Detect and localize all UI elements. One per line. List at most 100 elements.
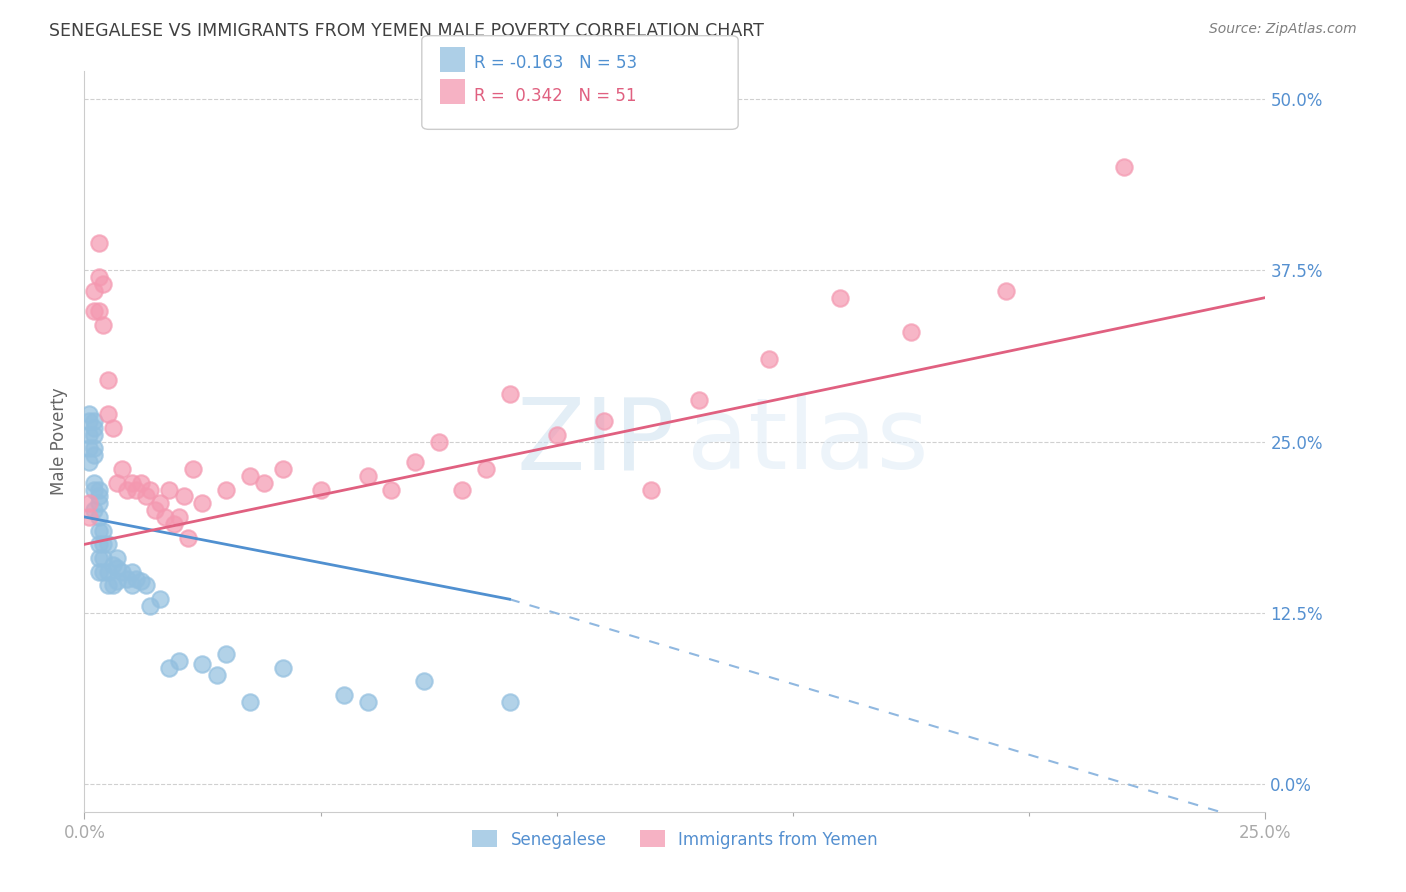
- Point: [77, 510, 100, 524]
- Point: [83, 304, 105, 318]
- Point: [215, 647, 238, 661]
- Point: [111, 565, 134, 579]
- Point: [83, 448, 105, 462]
- Point: [239, 695, 262, 709]
- Y-axis label: Male Poverty: Male Poverty: [51, 388, 69, 495]
- Point: [451, 483, 474, 497]
- Point: [149, 496, 172, 510]
- Point: [87, 565, 110, 579]
- Point: [97, 373, 120, 387]
- Point: [87, 551, 110, 566]
- Point: [427, 434, 450, 449]
- Point: [87, 489, 110, 503]
- Point: [91, 565, 114, 579]
- Point: [498, 386, 520, 401]
- Point: [191, 657, 214, 671]
- Point: [1112, 161, 1135, 175]
- Point: [91, 277, 114, 291]
- Point: [83, 284, 105, 298]
- Point: [87, 304, 110, 318]
- Point: [125, 483, 148, 497]
- Point: [125, 572, 148, 586]
- Point: [83, 503, 105, 517]
- Point: [357, 468, 380, 483]
- Point: [177, 531, 200, 545]
- Point: [167, 510, 190, 524]
- Point: [153, 510, 176, 524]
- Point: [121, 475, 143, 490]
- Point: [143, 503, 166, 517]
- Point: [157, 661, 180, 675]
- Point: [101, 578, 124, 592]
- Point: [87, 235, 110, 250]
- Point: [87, 537, 110, 551]
- Point: [87, 483, 110, 497]
- Text: R =  0.342   N = 51: R = 0.342 N = 51: [474, 87, 637, 104]
- Point: [135, 578, 157, 592]
- Point: [688, 393, 710, 408]
- Point: [900, 325, 922, 339]
- Point: [309, 483, 332, 497]
- Point: [91, 318, 114, 332]
- Point: [87, 524, 110, 538]
- Point: [77, 414, 100, 428]
- Point: [271, 462, 294, 476]
- Point: [135, 489, 157, 503]
- Point: [101, 558, 124, 572]
- Point: [97, 565, 120, 579]
- Point: [758, 352, 780, 367]
- Point: [129, 475, 152, 490]
- Point: [83, 421, 105, 435]
- Point: [87, 496, 110, 510]
- Point: [593, 414, 616, 428]
- Point: [830, 291, 852, 305]
- Point: [994, 284, 1017, 298]
- Point: [380, 483, 402, 497]
- Point: [91, 537, 114, 551]
- Point: [413, 674, 436, 689]
- Legend: Senegalese, Immigrants from Yemen: Senegalese, Immigrants from Yemen: [465, 823, 884, 855]
- Text: SENEGALESE VS IMMIGRANTS FROM YEMEN MALE POVERTY CORRELATION CHART: SENEGALESE VS IMMIGRANTS FROM YEMEN MALE…: [49, 22, 763, 40]
- Point: [498, 695, 520, 709]
- Point: [121, 578, 143, 592]
- Point: [253, 475, 276, 490]
- Point: [271, 661, 294, 675]
- Point: [205, 667, 228, 681]
- Text: atlas: atlas: [686, 393, 928, 490]
- Point: [111, 462, 134, 476]
- Point: [77, 496, 100, 510]
- Point: [97, 578, 120, 592]
- Text: ZIP: ZIP: [516, 393, 675, 490]
- Point: [475, 462, 498, 476]
- Point: [91, 524, 114, 538]
- Point: [83, 442, 105, 456]
- Point: [191, 496, 214, 510]
- Point: [97, 407, 120, 421]
- Point: [173, 489, 195, 503]
- Point: [333, 688, 356, 702]
- Text: R = -0.163   N = 53: R = -0.163 N = 53: [474, 54, 637, 71]
- Point: [77, 407, 100, 421]
- Point: [77, 442, 100, 456]
- Point: [357, 695, 380, 709]
- Point: [107, 551, 129, 566]
- Point: [87, 510, 110, 524]
- Point: [77, 455, 100, 469]
- Point: [121, 565, 143, 579]
- Point: [215, 483, 238, 497]
- Point: [107, 475, 129, 490]
- Point: [77, 427, 100, 442]
- Point: [149, 592, 172, 607]
- Point: [107, 574, 129, 589]
- Point: [404, 455, 426, 469]
- Point: [115, 572, 138, 586]
- Point: [129, 574, 152, 589]
- Point: [640, 483, 662, 497]
- Point: [163, 516, 186, 531]
- Point: [115, 483, 138, 497]
- Point: [83, 414, 105, 428]
- Point: [181, 462, 204, 476]
- Point: [97, 537, 120, 551]
- Point: [546, 427, 568, 442]
- Point: [87, 270, 110, 285]
